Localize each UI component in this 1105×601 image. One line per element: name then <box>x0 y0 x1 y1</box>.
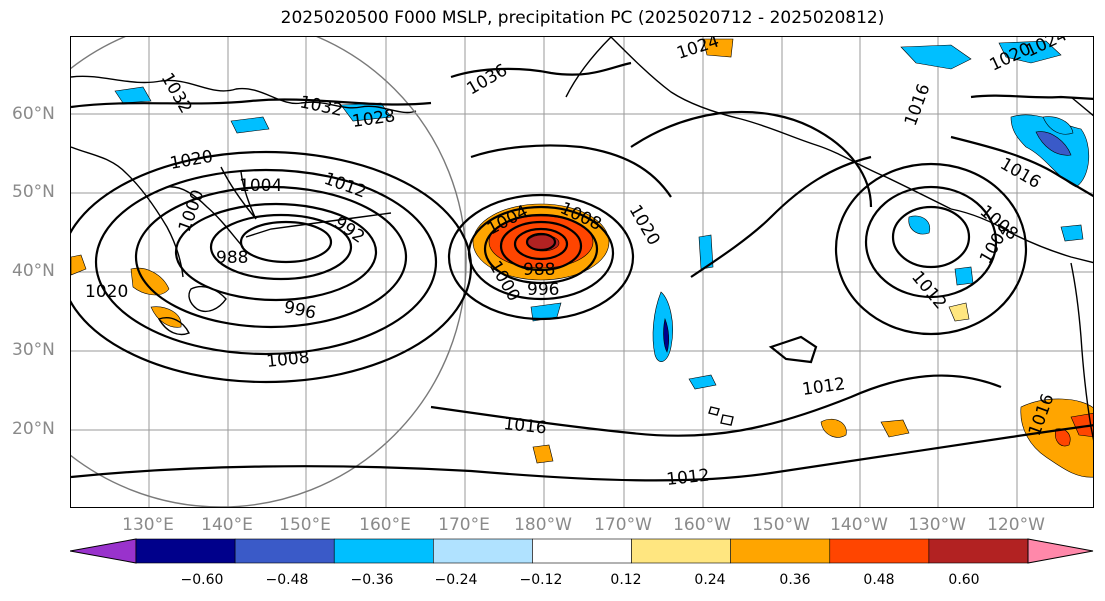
colorbar-tick: 0.24 <box>694 572 726 588</box>
lon-label-160w: 160°W <box>673 515 731 535</box>
isobar-label: 1032 <box>298 92 344 121</box>
isobar-label: 1020 <box>85 282 128 302</box>
colorbar-tick: 0.36 <box>779 572 811 588</box>
colorbar-tick: 0.60 <box>948 572 980 588</box>
lon-label-150w: 150°W <box>752 515 810 535</box>
isobars <box>71 61 1093 482</box>
isobar-label: 1032 <box>157 70 196 117</box>
colorbar-tick: −0.48 <box>265 572 309 588</box>
colorbar-segment <box>631 538 731 564</box>
lon-label-170e: 170°E <box>438 515 490 535</box>
colorbar-segment <box>532 538 632 564</box>
lon-label-140w: 140°W <box>830 515 888 535</box>
colorbar-segment <box>730 538 831 564</box>
colorbar <box>70 538 1094 564</box>
map-panel: 1032 1032 1028 1020 1004 1012 1000 992 9… <box>70 36 1094 508</box>
lon-label-120w: 120°W <box>987 515 1045 535</box>
colorbar-segment <box>928 538 1029 564</box>
colorbar-tick: 0.48 <box>863 572 895 588</box>
isobar-label: 996 <box>527 280 559 300</box>
isobar-label: 1020 <box>168 147 214 174</box>
isobar-label: 1004 <box>239 176 282 196</box>
lat-label-30n: 30°N <box>12 340 55 360</box>
precip-blue-blob <box>652 291 673 362</box>
map-canvas: 1032 1032 1028 1020 1004 1012 1000 992 9… <box>71 37 1093 507</box>
isobar-label: 992 <box>330 213 368 248</box>
isobar-label: 1016 <box>997 154 1044 193</box>
focus-ring <box>71 37 467 507</box>
isobar-label: 1036 <box>464 60 511 99</box>
colorbar-tick: −0.24 <box>434 572 478 588</box>
colorbar-segment <box>234 538 335 564</box>
isobar-label: 1012 <box>801 374 847 400</box>
isobar-label: 1016 <box>901 81 935 128</box>
graticule <box>71 37 1093 507</box>
colorbar-extend-min <box>70 538 137 564</box>
isobar-label: 988 <box>523 260 555 280</box>
isobar-label: 1012 <box>907 267 950 313</box>
lon-label-140e: 140°E <box>201 515 253 535</box>
colorbar-segment <box>333 538 434 564</box>
colorbar-tick: 0.12 <box>610 572 642 588</box>
colorbar-segments <box>70 538 1094 564</box>
colorbar-extend-max <box>1027 538 1094 564</box>
lat-label-60n: 60°N <box>12 104 55 124</box>
isobar-label: 1012 <box>665 466 710 490</box>
colorbar-segment <box>829 538 930 564</box>
isobar-label: 988 <box>216 248 248 268</box>
isobar-label: 1016 <box>502 414 547 438</box>
map-title: 2025020500 F000 MSLP, precipitation PC (… <box>280 8 885 28</box>
lon-label-170w: 170°W <box>594 515 652 535</box>
precip-navy-blob <box>663 317 670 353</box>
lat-label-20n: 20°N <box>12 419 55 439</box>
colorbar-tick: −0.60 <box>180 572 224 588</box>
colorbar-segment <box>135 538 236 564</box>
colorbar-segment <box>433 538 533 564</box>
lon-label-130e: 130°E <box>122 515 174 535</box>
lat-label-40n: 40°N <box>12 261 55 281</box>
lon-label-130w: 130°W <box>908 515 966 535</box>
lat-label-50n: 50°N <box>12 182 55 202</box>
isobar-label: 1024 <box>674 37 721 64</box>
isobar-label: 1000 <box>175 187 209 234</box>
colorbar-tick: −0.36 <box>350 572 394 588</box>
isobar-label: 1008 <box>265 348 310 372</box>
colorbar-tick: −0.12 <box>519 572 563 588</box>
lon-label-160e: 160°E <box>359 515 411 535</box>
lon-label-180w: 180°W <box>514 515 572 535</box>
lon-label-150e: 150°E <box>279 515 331 535</box>
isobar-label: 996 <box>282 297 318 323</box>
